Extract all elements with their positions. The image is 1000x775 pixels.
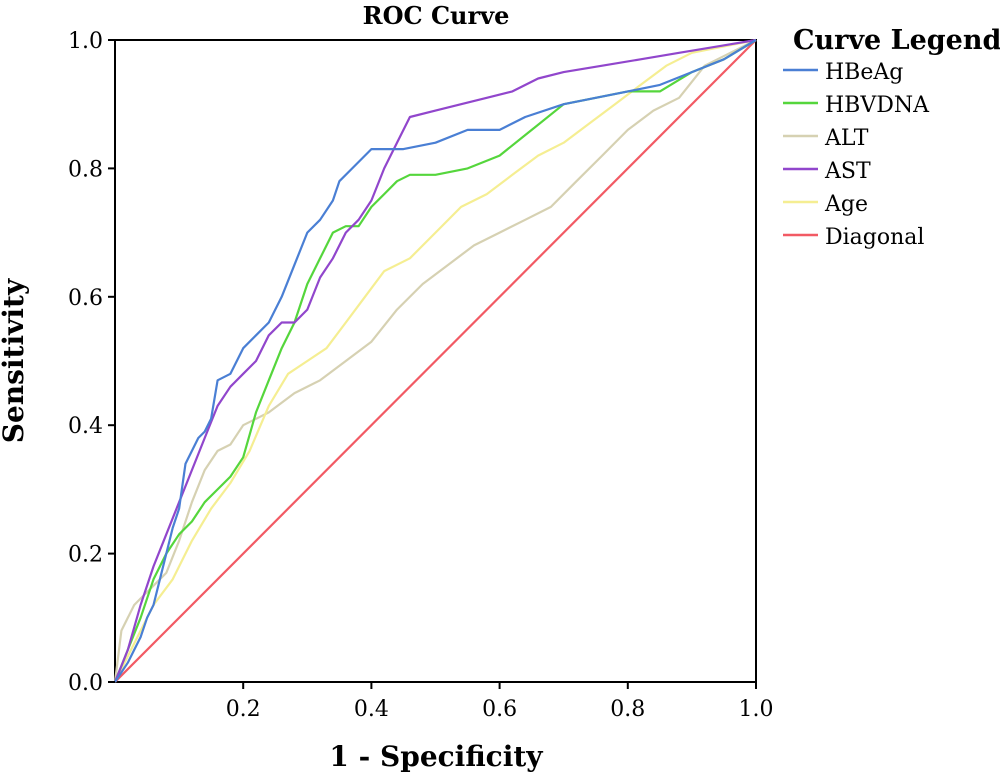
chart-title: ROC Curve <box>363 1 510 30</box>
y-axis-label: Sensitivity <box>0 278 30 443</box>
x-axis-label: 1 - Specificity <box>329 740 543 773</box>
legend-label: Diagonal <box>825 225 924 250</box>
series-line-diagonal <box>114 39 757 683</box>
y-tick-label: 0.4 <box>68 414 103 439</box>
x-tick-label: 0.4 <box>354 697 389 722</box>
series-line-hbeag <box>114 39 757 683</box>
curves-layer <box>113 38 757 683</box>
y-tick-label: 1.0 <box>68 29 103 54</box>
x-tick-label: 0.8 <box>610 697 645 722</box>
x-tick-label: 0.2 <box>226 697 261 722</box>
y-tick-label: 0.6 <box>68 286 103 311</box>
y-tick-label: 0.0 <box>68 671 103 696</box>
legend-title: Curve Legend <box>793 25 1000 56</box>
legend-label: ALT <box>824 126 869 151</box>
series-line-alt <box>113 39 757 683</box>
legend-label: HBeAg <box>825 60 903 85</box>
legend-label: HBVDNA <box>825 93 930 118</box>
series-line-ast <box>113 38 757 683</box>
x-tick-label: 1.0 <box>739 697 774 722</box>
legend-label: Age <box>824 192 868 217</box>
x-tick-label: 0.6 <box>482 697 517 722</box>
y-tick-label: 0.2 <box>68 543 103 568</box>
axis-ticks: 0.0 0.2 0.4 0.6 0.8 1.0 0.2 0.4 0.6 0.8 1.0 <box>68 29 774 722</box>
series-line-age <box>114 38 757 683</box>
plot-frame <box>114 39 757 683</box>
legend-label: AST <box>824 159 871 184</box>
legend: HBeAg HBVDNA ALT AST Age Diagonal <box>783 60 930 250</box>
y-tick-label: 0.8 <box>68 157 103 182</box>
